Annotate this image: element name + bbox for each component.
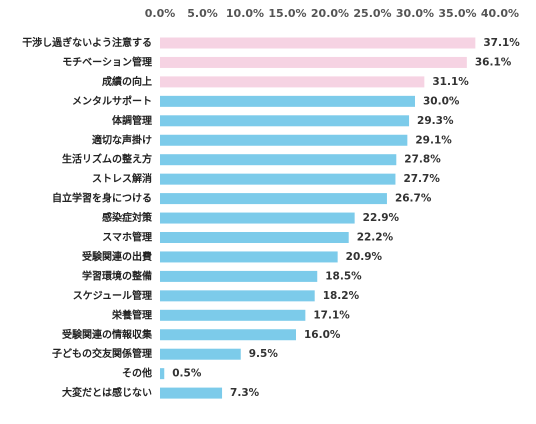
value-label: 36.1%	[475, 56, 512, 68]
value-label: 9.5%	[249, 348, 279, 360]
value-label: 22.9%	[363, 212, 400, 224]
category-label: ストレス解消	[92, 172, 152, 185]
category-label: 感染症対策	[102, 211, 153, 224]
x-tick-label: 10.0%	[226, 7, 264, 20]
value-label: 37.1%	[483, 37, 520, 49]
category-label: 学習環境の整備	[82, 269, 152, 282]
x-tick-label: 20.0%	[311, 7, 349, 20]
value-label: 29.1%	[415, 134, 452, 146]
category-label: 適切な声掛け	[92, 133, 152, 146]
value-label: 27.7%	[403, 173, 440, 185]
value-label: 7.3%	[230, 387, 260, 399]
bar	[160, 270, 318, 282]
x-tick-label: 40.0%	[481, 7, 519, 20]
value-label: 29.3%	[417, 115, 454, 127]
category-label: 干渉し過ぎないよう注意する	[22, 36, 152, 49]
value-label: 20.9%	[346, 251, 383, 263]
bar	[160, 134, 408, 146]
value-label: 17.1%	[313, 309, 350, 321]
value-label: 27.8%	[404, 154, 441, 166]
bar	[160, 37, 476, 49]
category-label: 体調管理	[112, 114, 152, 127]
category-label: 大変だとは感じない	[62, 386, 152, 399]
bar	[160, 76, 425, 88]
x-tick-label: 25.0%	[353, 7, 391, 20]
x-tick-label: 5.0%	[187, 7, 218, 20]
bar	[160, 309, 306, 321]
x-tick-label: 0.0%	[145, 7, 176, 20]
value-label: 18.5%	[325, 270, 362, 282]
value-label: 30.0%	[423, 95, 460, 107]
value-label: 26.7%	[395, 193, 432, 205]
value-label: 22.2%	[357, 232, 394, 244]
bar	[160, 56, 467, 68]
x-axis-ticks: 0.0% 5.0% 10.0% 15.0% 20.0% 25.0% 30.0% 35.0% 40…	[145, 7, 519, 20]
bar	[160, 290, 315, 302]
category-label: モチベーション管理	[62, 55, 152, 68]
x-tick-label: 15.0%	[268, 7, 306, 20]
bar	[160, 348, 241, 360]
bar	[160, 95, 415, 107]
bar	[160, 173, 396, 185]
category-label: 生活リズムの整え方	[62, 153, 152, 166]
category-label: 子どもの交友関係管理	[52, 347, 152, 360]
bar-rows: 干渉し過ぎないよう注意する 37.1% モチベーション管理 36.1% 成績の向上 31.…	[22, 36, 520, 399]
bar	[160, 387, 223, 399]
value-label: 0.5%	[172, 368, 202, 380]
category-label: その他	[122, 367, 152, 380]
bar	[160, 115, 410, 127]
bar	[160, 329, 296, 341]
category-label: スケジュール管理	[73, 289, 152, 302]
x-tick-label: 35.0%	[438, 7, 476, 20]
category-label: メンタルサポート	[72, 94, 152, 107]
bar	[160, 154, 397, 166]
value-label: 31.1%	[432, 76, 469, 88]
bar	[160, 232, 349, 243]
category-label: 自立学習を身につける	[52, 192, 152, 205]
category-label: スマホ管理	[102, 231, 152, 244]
bar	[160, 212, 355, 224]
category-label: 受験関連の情報収集	[62, 328, 153, 341]
category-label: 成績の向上	[102, 75, 152, 88]
bar	[160, 251, 338, 263]
x-tick-label: 30.0%	[396, 7, 434, 20]
bar	[160, 368, 165, 380]
bar	[160, 193, 387, 205]
value-label: 16.0%	[304, 329, 341, 341]
category-label: 受験関連の出費	[82, 250, 152, 263]
category-label: 栄養管理	[111, 308, 152, 321]
value-label: 18.2%	[323, 290, 360, 302]
